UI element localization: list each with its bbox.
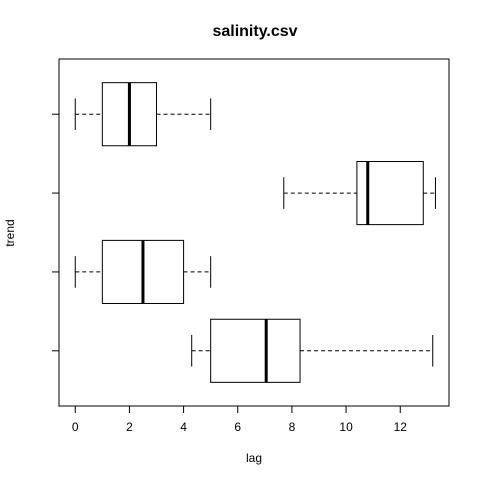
x-tick-label: 10 [339,420,353,434]
x-axis-label: lag [246,451,262,465]
x-tick-label: 12 [394,420,408,434]
box-4 [74,82,212,147]
box-iqr [210,318,301,383]
x-axis: 0 2 4 6 8 10 12 [72,405,408,434]
boxes-group [74,82,436,383]
box-2 [74,239,212,304]
x-tick-label: 6 [234,420,241,434]
x-tick-label: 4 [180,420,187,434]
x-tick-label: 2 [126,420,133,434]
x-tick-label: 8 [289,420,296,434]
chart-title: salinity.csv [212,23,297,40]
y-axis [52,113,60,352]
box-3 [283,161,436,226]
box-1 [191,318,434,383]
x-tick-label: 0 [72,420,79,434]
y-axis-label: trend [3,219,17,246]
